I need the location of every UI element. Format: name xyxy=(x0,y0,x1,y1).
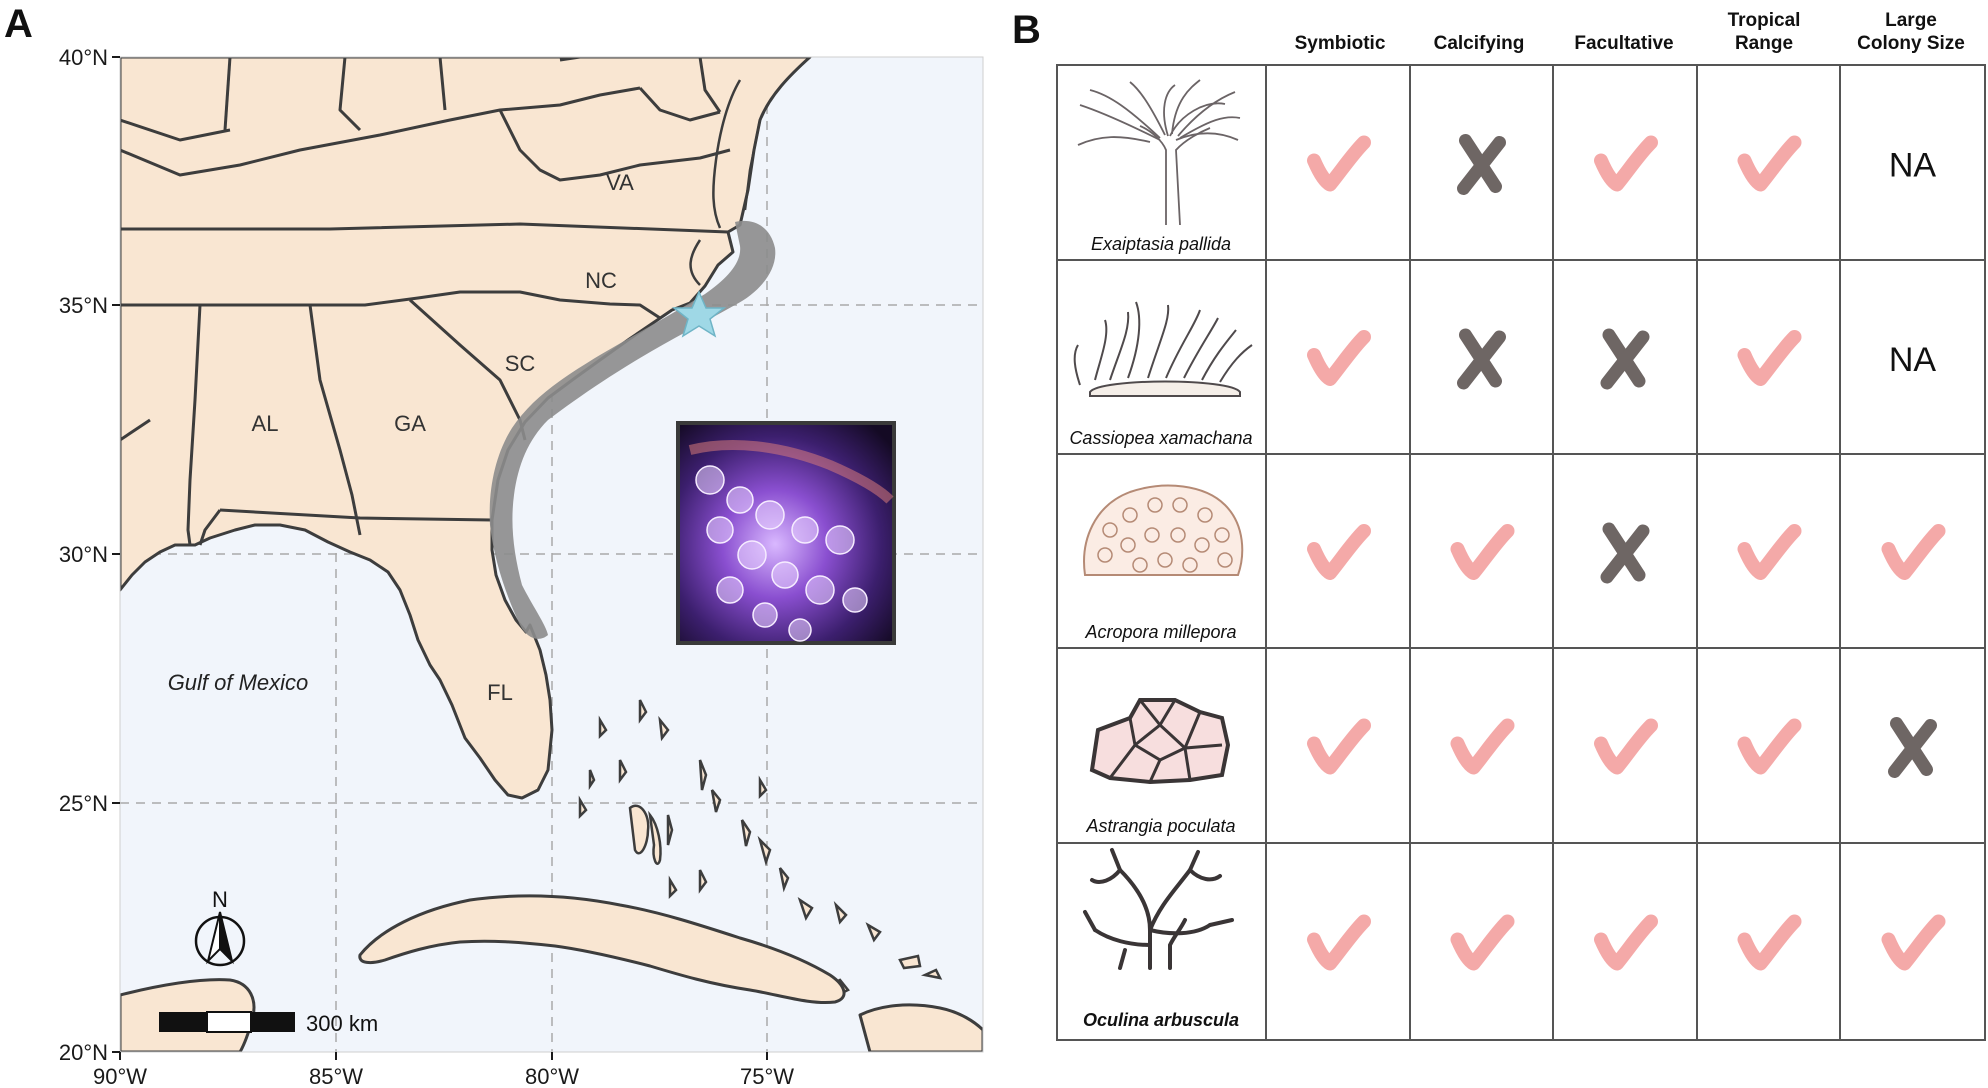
check-mark-icon xyxy=(1307,330,1371,386)
north-arrow: N xyxy=(194,887,246,967)
check-mark-icon xyxy=(1737,135,1802,192)
check-mark-icon xyxy=(1450,914,1515,971)
cross-mark-icon xyxy=(1457,134,1506,195)
state-label-fl: FL xyxy=(487,680,513,705)
species-illustration-cassiopea xyxy=(1073,301,1253,397)
check-mark-icon xyxy=(1594,914,1658,971)
check-mark-icon xyxy=(1307,718,1371,775)
cross-mark-icon xyxy=(1888,717,1937,778)
state-label-nc: NC xyxy=(585,268,617,293)
cross-mark-icon xyxy=(1600,328,1650,390)
cuba xyxy=(358,894,846,1005)
coral-photo-inset xyxy=(676,421,896,645)
species-name: Astrangia poculata xyxy=(1085,816,1235,836)
north-label: N xyxy=(212,887,228,912)
header-calcifying: Calcifying xyxy=(1434,33,1525,54)
state-borders xyxy=(120,57,731,546)
check-mark-icon xyxy=(1594,718,1658,775)
species-name: Acropora millepora xyxy=(1084,622,1236,642)
lat-axis xyxy=(112,56,120,1053)
panel-label-b: B xyxy=(1012,8,1041,52)
species-range xyxy=(489,220,776,639)
column-headers: Symbiotic Calcifying Facultative Tropica… xyxy=(1295,10,1965,54)
lat-tick-20: 20°N xyxy=(59,1040,108,1065)
header-range: Range xyxy=(1735,33,1793,54)
lat-tick-40: 40°N xyxy=(59,45,108,70)
lon-tick-80: 80°W xyxy=(525,1064,579,1088)
check-mark-icon xyxy=(1450,524,1515,580)
species-name: Oculina arbuscula xyxy=(1083,1010,1239,1030)
table-cells: NA NA xyxy=(1307,134,1946,971)
header-large: Large xyxy=(1885,10,1937,31)
species-illustration-acropora xyxy=(1083,484,1244,576)
header-tropical: Tropical xyxy=(1728,10,1801,31)
species-illustration-astrangia xyxy=(1089,698,1231,785)
panel-label-a: A xyxy=(4,2,33,46)
not-applicable-label: NA xyxy=(1889,147,1937,185)
hispaniola xyxy=(858,1003,983,1052)
state-label-va: VA xyxy=(606,170,634,195)
header-colony-size: Colony Size xyxy=(1857,33,1965,54)
check-mark-icon xyxy=(1737,914,1802,971)
check-mark-icon xyxy=(1737,524,1802,580)
us-mainland xyxy=(120,57,812,800)
scale-bar: 300 km xyxy=(159,1011,378,1036)
state-label-al: AL xyxy=(252,411,279,436)
chesapeake-bay xyxy=(689,79,762,286)
species-name: Cassiopea xamachana xyxy=(1069,428,1252,448)
species-name: Exaiptasia pallida xyxy=(1091,234,1231,254)
check-mark-icon xyxy=(1307,524,1371,580)
check-mark-icon xyxy=(1881,914,1946,971)
check-mark-icon xyxy=(1450,718,1515,775)
check-mark-icon xyxy=(1737,330,1802,386)
check-mark-icon xyxy=(1594,135,1658,192)
cross-mark-icon xyxy=(1600,522,1650,584)
cross-mark-icon xyxy=(1457,328,1506,390)
collection-site-star xyxy=(671,290,727,338)
lon-tick-85: 85°W xyxy=(309,1064,363,1088)
lon-tick-90: 90°W xyxy=(93,1064,147,1088)
state-label-ga: GA xyxy=(394,411,426,436)
species-illustration-exaiptasia xyxy=(1077,79,1241,226)
water-label-gulf: Gulf of Mexico xyxy=(168,670,309,695)
check-mark-icon xyxy=(1307,914,1371,971)
check-mark-icon xyxy=(1881,524,1946,580)
lat-tick-25: 25°N xyxy=(59,791,108,816)
lon-tick-75: 75°W xyxy=(740,1064,794,1088)
trait-table: Symbiotic Calcifying Facultative Tropica… xyxy=(1056,10,1986,1041)
scale-label: 300 km xyxy=(306,1011,378,1036)
lon-axis xyxy=(119,1052,768,1060)
header-symbiotic: Symbiotic xyxy=(1295,33,1386,54)
map-panel: VA NC SC GA AL FL Gulf of Mexico xyxy=(59,45,984,1088)
check-mark-icon xyxy=(1307,135,1371,192)
state-label-sc: SC xyxy=(505,351,536,376)
table-grid xyxy=(1057,65,1985,1040)
lat-tick-30: 30°N xyxy=(59,542,108,567)
not-applicable-label: NA xyxy=(1889,341,1937,379)
species-illustration-oculina xyxy=(1083,848,1234,970)
check-mark-icon xyxy=(1737,718,1802,775)
lat-tick-35: 35°N xyxy=(59,293,108,318)
header-facultative: Facultative xyxy=(1574,33,1673,54)
